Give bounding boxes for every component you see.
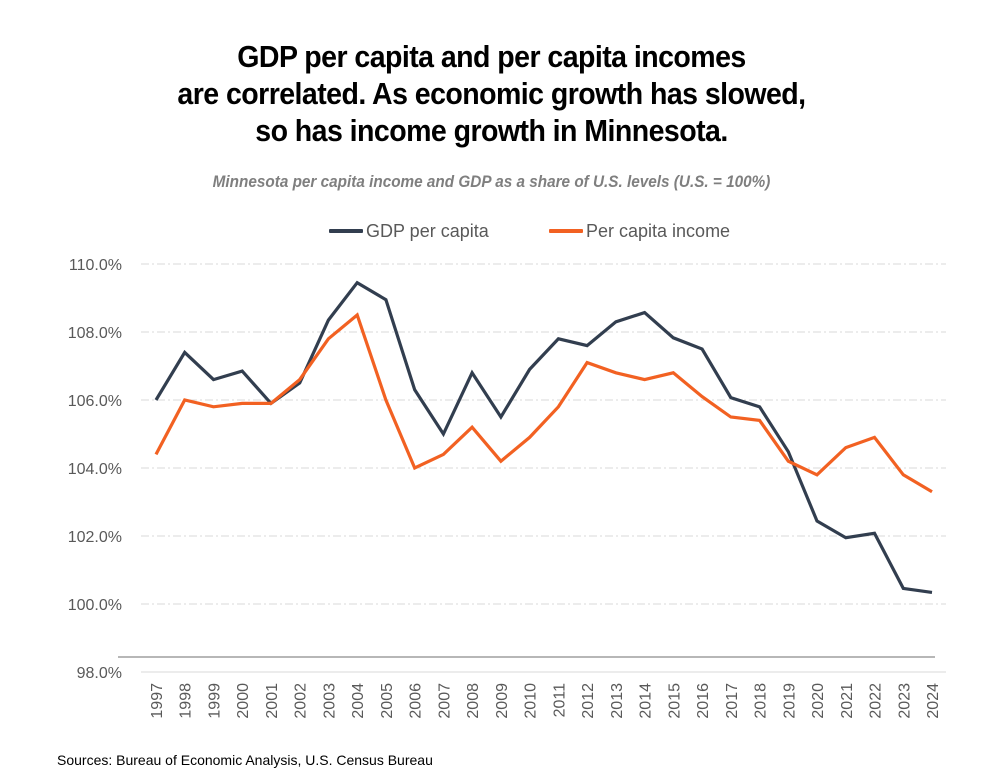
- x-tick-label: 2006: [408, 683, 425, 719]
- legend-item-income: Per capita income: [549, 219, 730, 243]
- title-line-1: GDP per capita and per capita incomes: [237, 39, 746, 74]
- x-tick-label: 1998: [178, 683, 195, 719]
- y-tick-label: 104.0%: [68, 461, 122, 478]
- y-tick-label: 108.0%: [68, 325, 122, 342]
- source-note: Sources: Bureau of Economic Analysis, U.…: [57, 752, 433, 768]
- y-axis-ticks: 98.0% 100.0% 102.0% 104.0% 106.0% 108.0% 110.0…: [68, 257, 122, 682]
- x-tick-label: 2024: [925, 683, 942, 719]
- y-tick-label: 102.0%: [68, 529, 122, 546]
- x-tick-label: 2004: [350, 683, 367, 719]
- x-tick-label: 2023: [896, 683, 913, 719]
- x-tick-label: 1999: [206, 683, 223, 719]
- x-tick-label: 2001: [264, 683, 281, 719]
- y-tick-label: 106.0%: [68, 393, 122, 410]
- x-tick-label: 2009: [494, 683, 511, 719]
- x-tick-label: 2019: [781, 683, 798, 719]
- gridlines: [141, 263, 946, 673]
- x-tick-label: 2013: [609, 683, 626, 719]
- legend: GDP per capita Per capita income: [0, 219, 983, 243]
- y-tick-label: 110.0%: [69, 257, 122, 274]
- y-tick-label: 98.0%: [77, 665, 122, 682]
- legend-swatch-income: [549, 229, 583, 233]
- x-tick-label: 2018: [753, 683, 770, 719]
- x-tick-label: 2014: [638, 683, 655, 719]
- legend-item-gdp: GDP per capita: [329, 219, 489, 243]
- x-tick-label: 2003: [321, 683, 338, 719]
- x-tick-label: 2020: [810, 683, 827, 719]
- x-tick-label: 2016: [695, 683, 712, 719]
- per-capita-income-line: [154, 312, 933, 494]
- x-tick-label: 2010: [523, 683, 540, 719]
- x-tick-label: 2015: [666, 683, 683, 719]
- legend-label-income: Per capita income: [586, 220, 731, 241]
- x-tick-label: 2011: [551, 683, 568, 718]
- x-tick-label: 2021: [839, 683, 856, 719]
- x-tick-label: 2012: [580, 683, 597, 719]
- chart-subtitle: Minnesota per capita income and GDP as a…: [212, 172, 771, 191]
- x-axis-ticks: 1997 1998 1999 2000 2001 2002 2003 2004 2005 2006…: [149, 683, 942, 719]
- legend-label-gdp: GDP per capita: [366, 220, 489, 241]
- series-lines: [154, 280, 933, 594]
- gdp-per-capita-line: [154, 280, 933, 594]
- title-line-3: so has income growth in Minnesota.: [255, 113, 728, 148]
- x-tick-label: 2022: [868, 683, 885, 719]
- x-tick-label: 1997: [149, 683, 166, 719]
- x-tick-label: 2002: [293, 683, 310, 719]
- x-tick-label: 2007: [436, 683, 453, 719]
- legend-swatch-gdp: [329, 229, 363, 233]
- x-tick-label: 2008: [465, 683, 482, 719]
- y-tick-label: 100.0%: [68, 597, 122, 614]
- chart-title: GDP per capita and per capita incomes ar…: [39, 38, 943, 149]
- x-tick-label: 2005: [379, 683, 396, 719]
- x-tick-label: 2000: [235, 683, 252, 719]
- title-line-2: are correlated. As economic growth has s…: [177, 76, 806, 111]
- x-tick-label: 2017: [724, 683, 741, 719]
